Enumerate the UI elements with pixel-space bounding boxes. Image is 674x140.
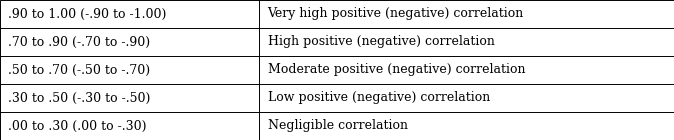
Text: .50 to .70 (-.50 to -.70): .50 to .70 (-.50 to -.70)	[8, 64, 150, 76]
Text: Low positive (negative) correlation: Low positive (negative) correlation	[268, 92, 490, 104]
Text: High positive (negative) correlation: High positive (negative) correlation	[268, 36, 495, 48]
Text: .30 to .50 (-.30 to -.50): .30 to .50 (-.30 to -.50)	[8, 92, 150, 104]
Text: Moderate positive (negative) correlation: Moderate positive (negative) correlation	[268, 64, 525, 76]
Text: Very high positive (negative) correlation: Very high positive (negative) correlatio…	[268, 8, 524, 20]
Text: .90 to 1.00 (-.90 to -1.00): .90 to 1.00 (-.90 to -1.00)	[8, 8, 166, 20]
Text: .70 to .90 (-.70 to -.90): .70 to .90 (-.70 to -.90)	[8, 36, 150, 48]
Text: .00 to .30 (.00 to -.30): .00 to .30 (.00 to -.30)	[8, 120, 146, 132]
Text: Negligible correlation: Negligible correlation	[268, 120, 408, 132]
